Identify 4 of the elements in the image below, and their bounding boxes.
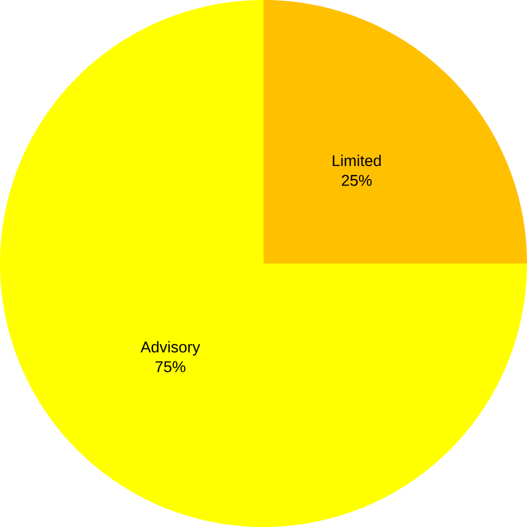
slice-label: Limited bbox=[332, 154, 381, 166]
data-label: 75% bbox=[156, 361, 186, 372]
slice-label: Advisory bbox=[140, 341, 200, 356]
data-label: 25% bbox=[342, 174, 372, 186]
